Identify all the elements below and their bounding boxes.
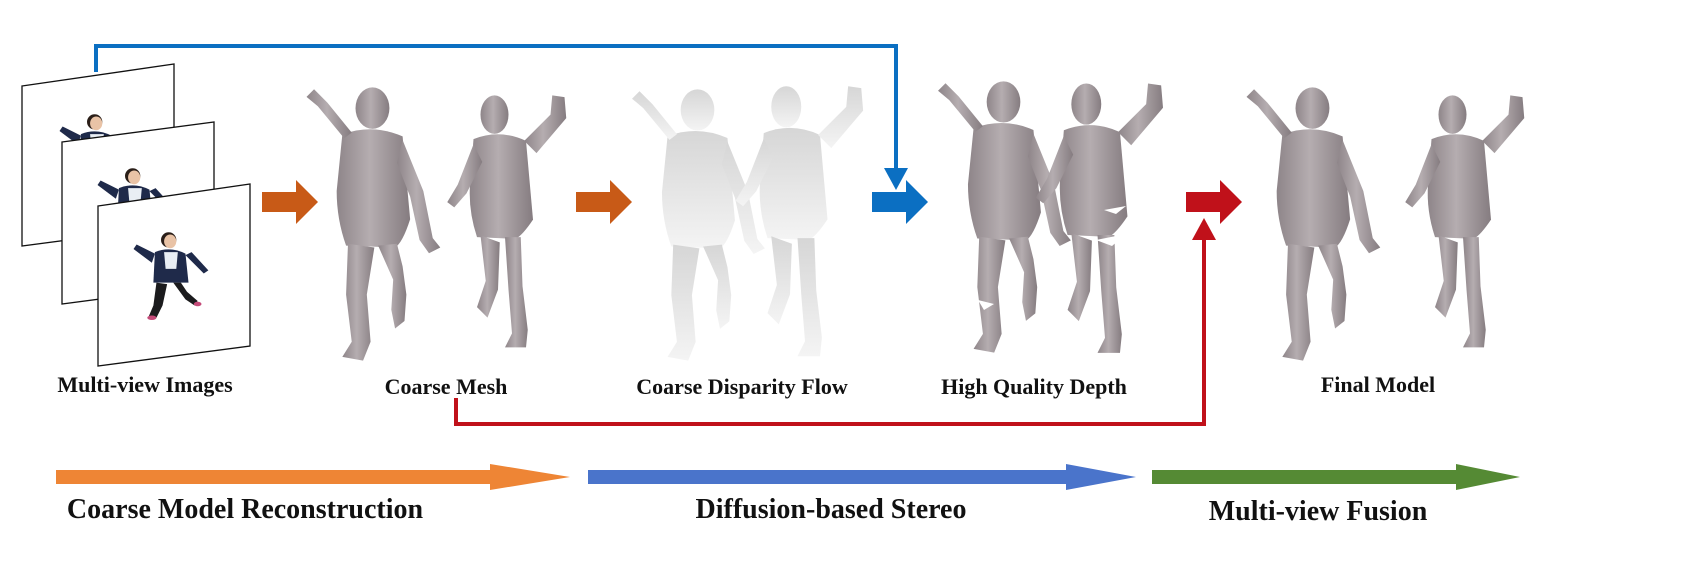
stage-label-coarse-mesh: Coarse Mesh xyxy=(384,374,508,399)
coarse-disparity-flow xyxy=(632,86,864,361)
phase-arrow-stereo xyxy=(588,464,1136,490)
phase-arrow-coarse xyxy=(56,464,570,490)
phase-label-multi-view-fusion: Multi-view Fusion xyxy=(1208,496,1428,527)
disparity-map-left xyxy=(632,89,765,361)
multi-view-images xyxy=(21,63,251,367)
stage-arrow-2 xyxy=(576,180,632,224)
phase-label-coarse-model-reconstruction: Coarse Model Reconstruction xyxy=(66,494,424,525)
disparity-map-right xyxy=(735,86,864,357)
high-quality-depth xyxy=(938,81,1163,353)
mesh-front xyxy=(306,87,441,361)
stage-label-multi-view-images: Multi-view Images xyxy=(57,372,233,397)
mesh-back xyxy=(447,95,567,348)
phase-label-diffusion-based-stereo: Diffusion-based Stereo xyxy=(695,494,967,525)
final-model xyxy=(1246,87,1525,361)
stage-label-high-quality-depth: High Quality Depth xyxy=(941,374,1127,399)
skip-connection-red xyxy=(454,218,1216,426)
stage-arrow-1 xyxy=(262,180,318,224)
depth-artifacts xyxy=(962,90,1126,310)
final-front xyxy=(1246,87,1381,361)
stage-label-final-model: Final Model xyxy=(1320,372,1436,397)
final-back xyxy=(1405,95,1525,348)
phase-arrow-fusion xyxy=(1152,464,1520,490)
skip-connection-blue xyxy=(94,44,908,190)
stage-arrow-3 xyxy=(872,180,928,224)
stage-arrow-4 xyxy=(1186,180,1242,224)
depth-front xyxy=(938,81,1071,353)
stage-label-coarse-disparity-flow: Coarse Disparity Flow xyxy=(636,374,848,399)
coarse-mesh xyxy=(306,87,567,361)
